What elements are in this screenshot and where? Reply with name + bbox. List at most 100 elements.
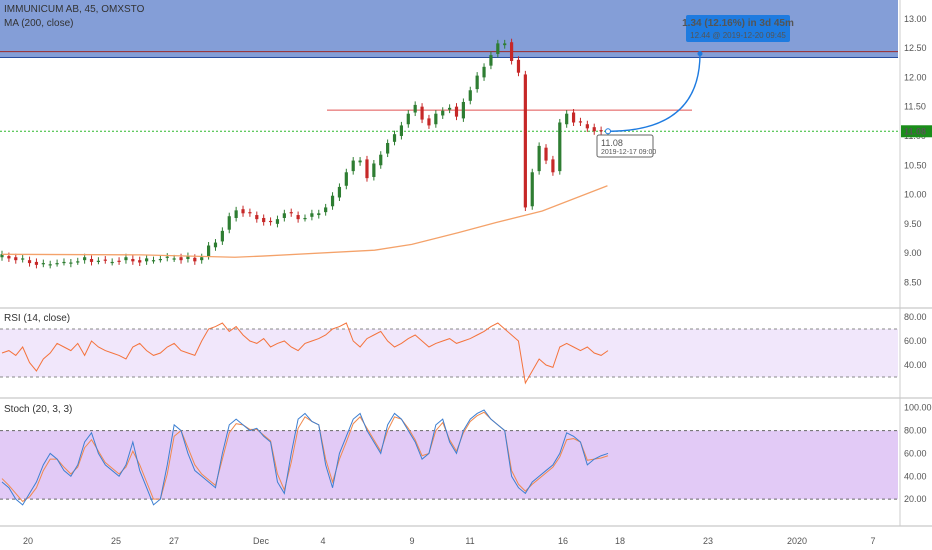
- projection-target-dot: [697, 51, 703, 57]
- candle-body: [551, 159, 555, 173]
- candle-body: [165, 256, 169, 258]
- rsi-tick-label: 80.00: [904, 312, 927, 322]
- time-tick-label: 2020: [787, 536, 807, 546]
- ma200-line: [1, 185, 608, 258]
- candle-body: [310, 213, 314, 217]
- stoch-tick-label: 80.00: [904, 426, 927, 436]
- candle-body: [282, 213, 286, 218]
- stoch-tick-label: 20.00: [904, 494, 927, 504]
- candle-body: [509, 42, 514, 61]
- candle-body: [399, 125, 404, 136]
- time-tick-label: 18: [615, 536, 625, 546]
- candle-body: [358, 160, 362, 163]
- candle-body: [186, 256, 190, 259]
- price-tick-label: 10.00: [904, 190, 927, 200]
- candle-body: [468, 90, 472, 101]
- candle-body: [89, 258, 94, 262]
- time-tick-label: 20: [23, 536, 33, 546]
- rsi-tick-label: 40.00: [904, 360, 927, 370]
- price-tick-label: 9.50: [904, 219, 922, 229]
- candle-body: [117, 260, 121, 262]
- projection-box: [686, 15, 790, 42]
- candle-body: [544, 147, 548, 161]
- price-tick-label: 12.00: [904, 72, 927, 82]
- candle-body: [255, 215, 259, 220]
- candle-body: [138, 260, 142, 263]
- symbol-legend[interactable]: IMMUNICUM AB, 45, OMXSTO: [4, 4, 145, 15]
- candle-body: [496, 43, 500, 54]
- candle-body: [324, 207, 328, 213]
- rsi-legend[interactable]: RSI (14, close): [4, 313, 71, 324]
- candle-body: [558, 122, 562, 172]
- candle-body: [220, 230, 224, 242]
- projection-origin-dot: [605, 128, 611, 135]
- candle-body: [145, 258, 149, 262]
- candle-body: [268, 220, 273, 223]
- stoch-tick-label: 60.00: [904, 448, 927, 458]
- candle-body: [592, 127, 596, 132]
- candle-body: [289, 212, 293, 214]
- price-tick-label: 11.50: [904, 102, 926, 112]
- candle-body: [317, 213, 321, 216]
- rsi-band: [0, 329, 898, 377]
- candle-body: [578, 121, 583, 123]
- cursor-time-label: 2019-12-17 09:00: [601, 149, 656, 156]
- candle-body: [41, 263, 45, 265]
- projection-change-label: 1.34 (12.16%) in 3d 45m: [682, 18, 794, 29]
- rsi-line: [1, 322, 609, 385]
- stoch-k-line: [1, 409, 609, 506]
- projection-target-label: 12.44 @ 2019-12-20 09:45: [690, 31, 786, 40]
- candle-body: [179, 257, 183, 261]
- stoch-legend[interactable]: Stoch (20, 3, 3): [4, 404, 73, 415]
- candle-body: [200, 257, 204, 261]
- candle-body: [406, 113, 410, 125]
- stoch-tick-label: 100.00: [904, 403, 932, 413]
- candle-body: [537, 145, 541, 172]
- price-tick-label: 12.50: [904, 43, 927, 53]
- candle-body: [151, 260, 156, 262]
- candle-body: [34, 261, 39, 265]
- stoch-tick-label: 40.00: [904, 471, 927, 481]
- time-tick-label: 4: [320, 536, 325, 546]
- time-tick-label: 11: [465, 536, 474, 546]
- cursor-info-box: [596, 134, 654, 158]
- cursor-price-label: 11.08: [601, 138, 623, 148]
- candle-body: [475, 75, 479, 90]
- candle-body: [386, 142, 390, 154]
- candle-body: [275, 219, 280, 224]
- current-price-badge-label: 11.08: [904, 126, 926, 136]
- candle-body: [241, 209, 245, 214]
- candle-body: [448, 107, 452, 110]
- time-tick-label: 9: [409, 536, 414, 546]
- candle-body: [365, 159, 369, 179]
- candle-body: [482, 66, 486, 78]
- candle-body: [27, 260, 32, 264]
- candle-body: [420, 106, 424, 120]
- price-tick-label: 9.00: [904, 248, 922, 258]
- price-tick-label: 8.50: [904, 277, 922, 287]
- time-tick-label: 25: [111, 536, 121, 546]
- candle-body: [62, 261, 66, 264]
- time-tick-label: 27: [169, 536, 179, 546]
- stoch-band: [0, 430, 898, 500]
- candle-body: [337, 186, 342, 198]
- candle-body: [503, 43, 507, 46]
- candle-body: [441, 110, 445, 116]
- candle-body: [303, 217, 307, 220]
- candle-body: [454, 106, 459, 117]
- candle-body: [110, 261, 114, 264]
- candle-body: [599, 130, 603, 132]
- candle-body: [565, 113, 569, 125]
- ma-legend[interactable]: MA (200, close): [4, 18, 74, 29]
- candles-group: [0, 38, 610, 269]
- candle-body: [330, 195, 335, 207]
- candle-body: [234, 210, 238, 218]
- time-tick-label: 16: [558, 536, 568, 546]
- candle-body: [7, 256, 11, 259]
- time-tick-label: Dec: [253, 536, 270, 546]
- candle-body: [262, 217, 266, 223]
- candle-body: [103, 259, 107, 261]
- candle-body: [461, 101, 465, 119]
